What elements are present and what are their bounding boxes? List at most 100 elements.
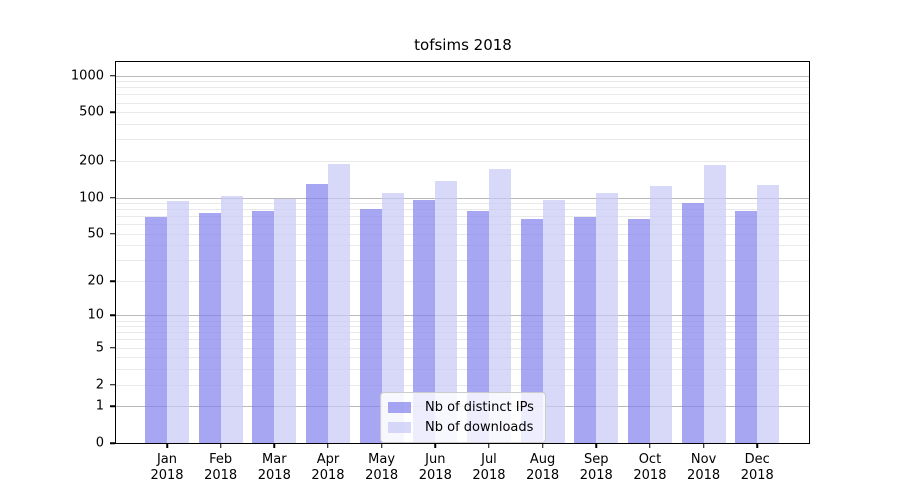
gridline-minor: [116, 94, 809, 96]
x-tick-label-dec: Dec 2018: [740, 452, 774, 483]
y-tick-label: 0: [95, 435, 104, 451]
y-tick-label: 10: [87, 307, 104, 323]
x-tick-mark: [380, 443, 383, 448]
bar-jun-downloads: [435, 181, 458, 443]
legend-swatch-downloads-icon: [388, 422, 411, 433]
y-tick-label: 5: [95, 340, 104, 356]
x-tick-mark: [488, 443, 490, 448]
gridline-minor: [116, 245, 809, 247]
x-tick-mark: [756, 443, 758, 448]
y-tick-mark: [110, 383, 115, 386]
y-tick-label: 200: [79, 153, 104, 169]
y-tick-mark: [110, 314, 115, 317]
x-tick-label-jan: Jan 2018: [150, 452, 184, 483]
gridline-minor: [116, 233, 809, 235]
bar-jan-distinct-ips: [145, 217, 167, 443]
legend-item-distinct-ips: Nb of distinct IPs: [388, 400, 534, 415]
bar-sep-distinct-ips: [574, 217, 597, 443]
bar-aug-downloads: [542, 199, 565, 443]
gridline-minor: [116, 112, 809, 114]
y-tick-mark: [110, 405, 115, 407]
y-tick-label: 100: [79, 190, 104, 206]
bar-jul-distinct-ips: [466, 210, 489, 443]
gridline-minor: [116, 369, 809, 371]
bar-may-downloads: [381, 192, 404, 443]
bar-feb-distinct-ips: [198, 213, 221, 443]
bar-apr-downloads: [327, 163, 350, 443]
bar-aug-distinct-ips: [520, 218, 543, 443]
y-tick-mark: [110, 74, 115, 77]
gridline-minor: [116, 209, 809, 211]
gridline-minor: [116, 81, 809, 83]
y-axis: 0 1 2 5 10 20 50 100 200 500 1000: [0, 62, 115, 451]
gridline-minor: [116, 139, 809, 141]
gridline-minor: [116, 339, 809, 341]
bar-feb-downloads: [220, 195, 243, 443]
gridline-minor: [116, 260, 809, 262]
chart-title: tofsims 2018: [414, 36, 512, 54]
bar-jul-downloads: [488, 168, 511, 443]
x-tick-mark: [702, 443, 705, 448]
x-tick-label-oct: Oct 2018: [633, 452, 667, 483]
y-tick-label: 50: [87, 226, 104, 242]
plot-area: Nb of distinct IPs Nb of downloads: [115, 61, 810, 444]
gridline-minor: [116, 224, 809, 226]
bar-jan-downloads: [167, 200, 189, 443]
y-tick-mark: [110, 442, 115, 444]
gridline-minor: [116, 102, 809, 104]
legend: Nb of distinct IPs Nb of downloads: [380, 392, 546, 443]
gridline-minor: [116, 124, 809, 126]
x-tick-label-mar: Mar 2018: [257, 452, 291, 483]
gridline-minor: [116, 347, 809, 349]
gridline-major: [116, 197, 809, 199]
bar-oct-downloads: [649, 186, 672, 443]
y-tick-label: 500: [79, 104, 104, 120]
x-tick-label-jul: Jul 2018: [472, 452, 506, 483]
x-axis: Jan 2018 Feb 2018 Mar 2018 Apr 2018 May 2018…: [116, 443, 809, 498]
y-tick-mark: [110, 233, 115, 235]
x-tick-mark: [219, 443, 222, 448]
bar-dec-distinct-ips: [735, 210, 758, 443]
bar-oct-distinct-ips: [627, 219, 650, 443]
x-tick-mark: [541, 443, 544, 448]
x-tick-label-nov: Nov 2018: [687, 452, 721, 483]
gridline-minor: [116, 281, 809, 283]
gridline-minor: [116, 332, 809, 334]
x-tick-mark: [327, 443, 329, 448]
gridline-minor: [116, 384, 809, 386]
x-tick-label-jun: Jun 2018: [418, 452, 452, 483]
x-tick-mark: [649, 443, 651, 448]
gridline-minor: [116, 203, 809, 205]
x-tick-label-sep: Sep 2018: [579, 452, 613, 483]
y-tick-mark: [110, 346, 115, 349]
legend-item-downloads: Nb of downloads: [388, 420, 534, 435]
y-tick-label: 1: [95, 398, 104, 414]
y-tick-label: 2: [95, 377, 104, 393]
bar-jun-distinct-ips: [413, 200, 436, 443]
bar-mar-distinct-ips: [252, 210, 275, 443]
y-tick-label: 1000: [70, 68, 104, 84]
x-tick-mark: [434, 443, 437, 448]
x-tick-mark: [595, 443, 598, 448]
bar-apr-distinct-ips: [305, 183, 328, 443]
x-tick-mark: [166, 443, 168, 448]
x-tick-mark: [273, 443, 276, 448]
gridline-minor: [116, 326, 809, 328]
gridline-minor: [116, 357, 809, 359]
gridline-minor: [116, 160, 809, 162]
gridline-major: [116, 315, 809, 317]
legend-label-downloads: Nb of downloads: [425, 420, 534, 435]
y-tick-label: 20: [87, 273, 104, 289]
gridline-major: [116, 75, 809, 77]
y-tick-mark: [110, 280, 115, 282]
bar-sep-downloads: [596, 192, 619, 443]
x-tick-label-aug: Aug 2018: [526, 452, 560, 483]
legend-swatch-distinct-ips-icon: [388, 402, 411, 413]
x-tick-label-feb: Feb 2018: [204, 452, 238, 483]
gridline-minor: [116, 216, 809, 218]
bar-nov-downloads: [703, 164, 726, 443]
bar-may-distinct-ips: [359, 209, 382, 443]
gridline-minor: [116, 320, 809, 322]
x-tick-label-may: May 2018: [365, 452, 399, 483]
